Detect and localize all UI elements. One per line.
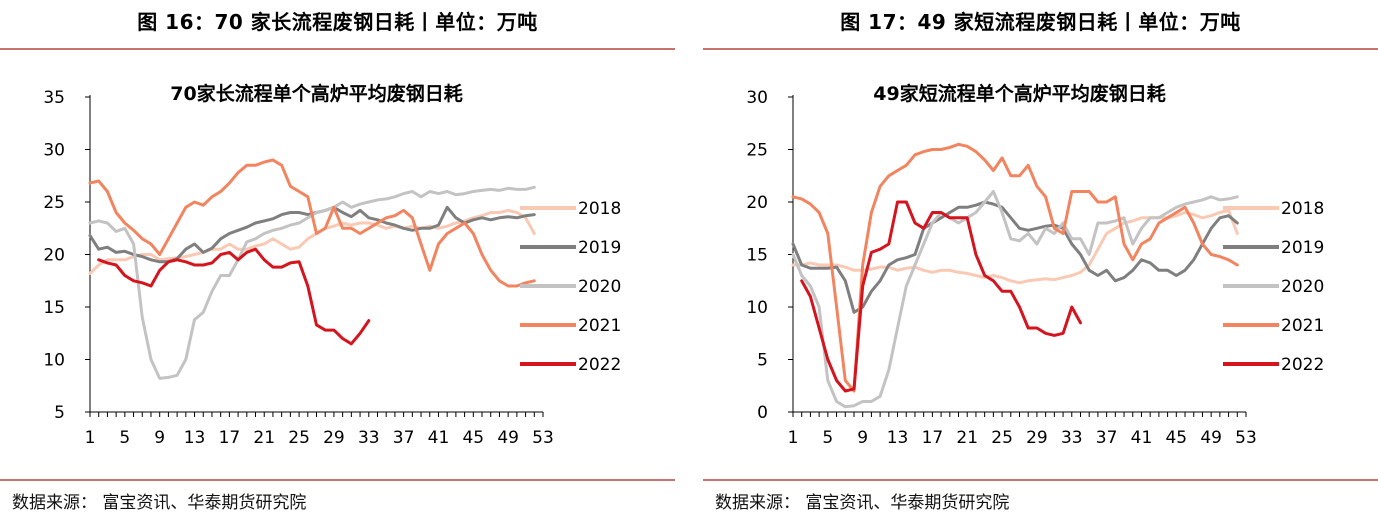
top-divider [703, 48, 1378, 50]
x-tick-label: 37 [393, 428, 415, 448]
series-line-2020 [791, 190, 1239, 409]
bottom-divider [703, 479, 1378, 481]
legend-label-2022: 2022 [578, 355, 621, 375]
panel-short-process: 图 17：49 家短流程废钢日耗丨单位：万吨 49家短流程单个高炉平均废钢日耗 0… [703, 0, 1378, 516]
y-tick-label: 25 [746, 141, 768, 161]
x-tick-label: 29 [323, 428, 345, 448]
x-tick-label: 29 [1026, 428, 1048, 448]
x-tick-label: 49 [1200, 428, 1222, 448]
figure-title: 图 16：70 家长流程废钢日耗丨单位：万吨 [137, 10, 538, 34]
x-tick-label: 1 [85, 428, 96, 448]
legend-label-2022: 2022 [1281, 355, 1324, 375]
x-tick-label: 5 [822, 428, 833, 448]
x-tick-label: 9 [857, 428, 868, 448]
x-tick-label: 21 [956, 428, 978, 448]
y-tick-label: 0 [757, 403, 768, 423]
x-tick-label: 53 [532, 428, 554, 448]
x-tick-label: 25 [991, 428, 1013, 448]
x-tick-label: 45 [1165, 428, 1187, 448]
x-tick-label: 45 [462, 428, 484, 448]
y-tick-label: 5 [54, 403, 65, 423]
source-note: 数据来源： 富宝资讯、华泰期货研究院 [715, 493, 1010, 513]
series-line-2021 [88, 158, 536, 288]
series-line-2019 [791, 200, 1239, 314]
series-line-2022 [97, 247, 371, 346]
x-tick-label: 33 [358, 428, 380, 448]
x-tick-label: 49 [497, 428, 519, 448]
legend-label-2018: 2018 [578, 199, 621, 219]
series-line-2022 [800, 200, 1082, 393]
legend-label-2021: 2021 [1281, 316, 1324, 336]
top-divider [0, 48, 675, 50]
y-tick-label: 10 [43, 351, 65, 371]
x-tick-label: 53 [1235, 428, 1257, 448]
y-tick-label: 30 [43, 141, 65, 161]
y-tick-label: 20 [746, 193, 768, 213]
legend-label-2020: 2020 [1281, 277, 1324, 297]
y-tick-label: 15 [43, 298, 65, 318]
chart-title: 49家短流程单个高炉平均废钢日耗 [873, 82, 1165, 105]
x-tick-label: 41 [428, 428, 450, 448]
legend-label-2019: 2019 [1281, 238, 1324, 258]
x-tick-label: 25 [288, 428, 310, 448]
x-tick-label: 9 [154, 428, 165, 448]
x-tick-label: 13 [184, 428, 206, 448]
x-tick-label: 1 [788, 428, 799, 448]
legend-label-2018: 2018 [1281, 199, 1324, 219]
y-tick-label: 20 [43, 246, 65, 266]
series-line-2021 [791, 142, 1239, 393]
y-tick-label: 15 [746, 246, 768, 266]
figure-title: 图 17：49 家短流程废钢日耗丨单位：万吨 [840, 10, 1241, 34]
legend-label-2020: 2020 [578, 277, 621, 297]
x-tick-label: 17 [922, 428, 944, 448]
x-tick-label: 5 [119, 428, 130, 448]
legend-label-2021: 2021 [578, 316, 621, 336]
panel-long-process: 图 16：70 家长流程废钢日耗丨单位：万吨 70家长流程单个高炉平均废钢日耗 5… [0, 0, 675, 516]
x-tick-label: 37 [1096, 428, 1118, 448]
chart-title: 70家长流程单个高炉平均废钢日耗 [170, 82, 462, 105]
y-tick-label: 30 [746, 88, 768, 108]
x-tick-label: 33 [1061, 428, 1083, 448]
y-tick-label: 25 [43, 193, 65, 213]
x-tick-label: 13 [887, 428, 909, 448]
x-tick-label: 17 [219, 428, 241, 448]
y-tick-label: 35 [43, 88, 65, 108]
source-note: 数据来源： 富宝资讯、华泰期货研究院 [12, 493, 307, 513]
bottom-divider [0, 479, 675, 481]
y-tick-label: 5 [757, 351, 768, 371]
y-tick-label: 10 [746, 298, 768, 318]
legend-label-2019: 2019 [578, 238, 621, 258]
x-tick-label: 21 [253, 428, 275, 448]
x-tick-label: 41 [1131, 428, 1153, 448]
